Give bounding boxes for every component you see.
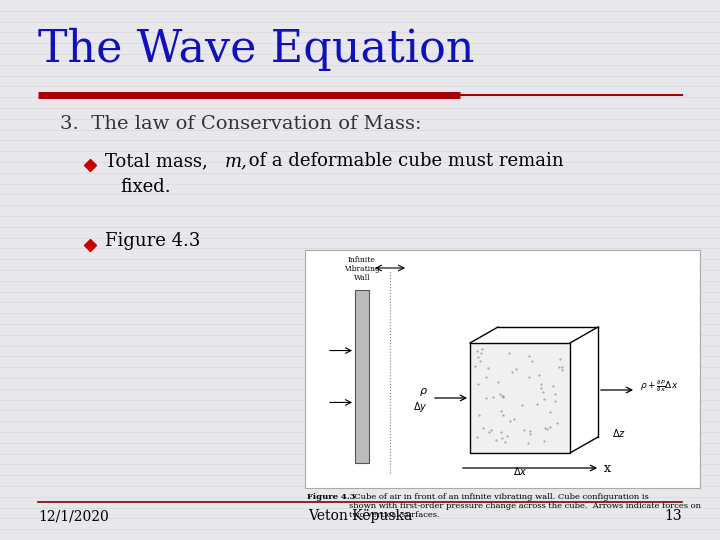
Text: Figure 4.3: Figure 4.3 [307, 493, 356, 501]
Text: $\rho$: $\rho$ [419, 386, 428, 398]
Text: $\Delta z$: $\Delta z$ [612, 427, 626, 439]
Text: m,: m, [225, 152, 248, 170]
Text: Veton Këpuska: Veton Këpuska [308, 509, 412, 523]
Text: x: x [604, 462, 611, 475]
Text: $\rho + \frac{\partial P}{\partial x}\Delta x$: $\rho + \frac{\partial P}{\partial x}\De… [640, 378, 678, 394]
Text: Cube of air in front of an infinite vibrating wall. Cube configuration is
shown : Cube of air in front of an infinite vibr… [349, 493, 701, 519]
Text: $\Delta x$: $\Delta x$ [513, 465, 527, 477]
Bar [305, 250, 700, 488]
Text: Figure 4.3: Figure 4.3 [105, 232, 200, 250]
Text: $\Delta y$: $\Delta y$ [413, 400, 428, 414]
Bar [355, 290, 369, 463]
Text: 13: 13 [665, 509, 682, 523]
Text: fixed.: fixed. [120, 178, 171, 196]
Bar [470, 343, 570, 453]
Text: of a deformable cube must remain: of a deformable cube must remain [243, 152, 564, 170]
Text: The Wave Equation: The Wave Equation [38, 28, 474, 71]
Text: 3.  The law of Conservation of Mass:: 3. The law of Conservation of Mass: [60, 115, 421, 133]
Text: Total mass,: Total mass, [105, 152, 214, 170]
Text: Infinite
Vibrating
Wall: Infinite Vibrating Wall [344, 255, 380, 282]
Text: 12/1/2020: 12/1/2020 [38, 509, 109, 523]
